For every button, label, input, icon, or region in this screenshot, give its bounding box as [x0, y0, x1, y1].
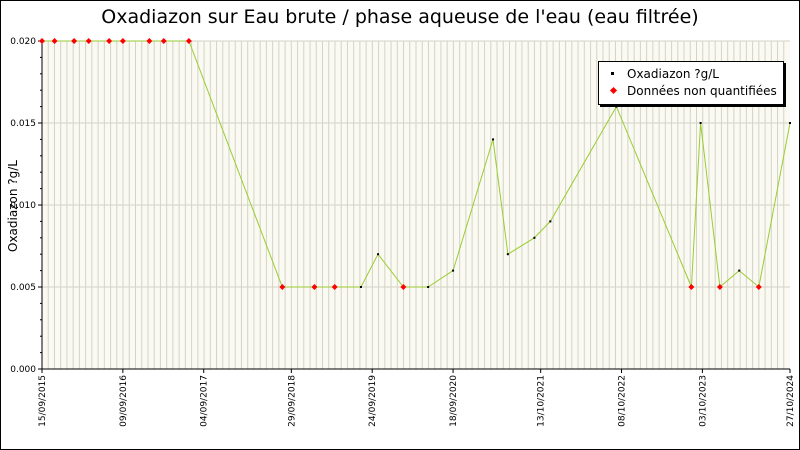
x-tick-label: 08/10/2022	[618, 375, 628, 427]
data-point-non-quantified	[331, 284, 338, 290]
x-tick-label: 24/09/2019	[368, 375, 378, 427]
data-point-non-quantified	[85, 38, 92, 44]
data-point-non-quantified	[311, 284, 318, 290]
x-tick-label: 29/09/2018	[287, 375, 297, 427]
y-tick-label: 0.000	[10, 365, 36, 375]
data-point-non-quantified	[185, 38, 192, 44]
data-point-non-quantified	[106, 38, 113, 44]
data-point-non-quantified	[400, 284, 407, 290]
legend-label-quantified: Oxadiazon ?g/L	[627, 67, 719, 81]
data-point	[506, 253, 509, 256]
series-line	[42, 40, 791, 288]
data-point	[427, 286, 430, 288]
data-point-non-quantified	[51, 38, 58, 44]
data-point-non-quantified	[160, 38, 167, 44]
x-tick-label: 15/09/2015	[38, 375, 48, 427]
data-point	[533, 236, 536, 239]
chart-title: Oxadiazon sur Eau brute / phase aqueuse …	[101, 6, 699, 28]
data-point	[615, 105, 618, 108]
y-tick-label: 0.020	[10, 37, 36, 47]
y-tick-label: 0.005	[10, 283, 36, 293]
legend: Oxadiazon ?g/L Données non quantifiées	[598, 61, 784, 105]
x-tick-label: 09/09/2016	[119, 375, 129, 427]
data-point	[549, 220, 552, 223]
x-tick-label: 27/10/2024	[786, 375, 796, 427]
legend-label-non-quantified: Données non quantifiées	[627, 84, 777, 98]
data-point-non-quantified	[755, 284, 762, 290]
x-tick-label: 04/09/2017	[200, 375, 210, 427]
y-tick-label: 0.015	[10, 119, 36, 129]
x-ticks: 15/09/2015 09/09/2016 04/09/2017 29/09/2018…	[38, 369, 796, 427]
legend-marker-quantified	[611, 72, 614, 75]
data-point	[492, 138, 495, 141]
data-point	[738, 269, 741, 272]
y-ticks: 0.000 0.005 0.010 0.015 0.020	[10, 37, 42, 375]
data-point-non-quantified	[279, 284, 286, 290]
data-point-non-quantified	[146, 38, 153, 44]
data-point	[359, 286, 362, 288]
data-point	[452, 269, 455, 272]
data-point-non-quantified	[71, 38, 78, 44]
x-tick-label: 13/10/2021	[537, 375, 547, 427]
legend-marker-non-quantified	[609, 86, 618, 95]
x-tick-label: 18/09/2020	[449, 375, 459, 427]
data-point-non-quantified	[716, 284, 723, 290]
y-axis-title: Oxadiazon ?g/L	[6, 160, 20, 252]
data-point	[789, 122, 791, 124]
data-point	[699, 122, 702, 124]
data-point	[377, 253, 380, 256]
data-point-non-quantified	[39, 38, 45, 44]
x-tick-label: 03/10/2023	[698, 375, 708, 427]
data-point-non-quantified	[119, 38, 126, 44]
y-tick-label: 0.010	[10, 201, 36, 211]
markers	[39, 38, 791, 290]
data-point-non-quantified	[688, 284, 695, 290]
